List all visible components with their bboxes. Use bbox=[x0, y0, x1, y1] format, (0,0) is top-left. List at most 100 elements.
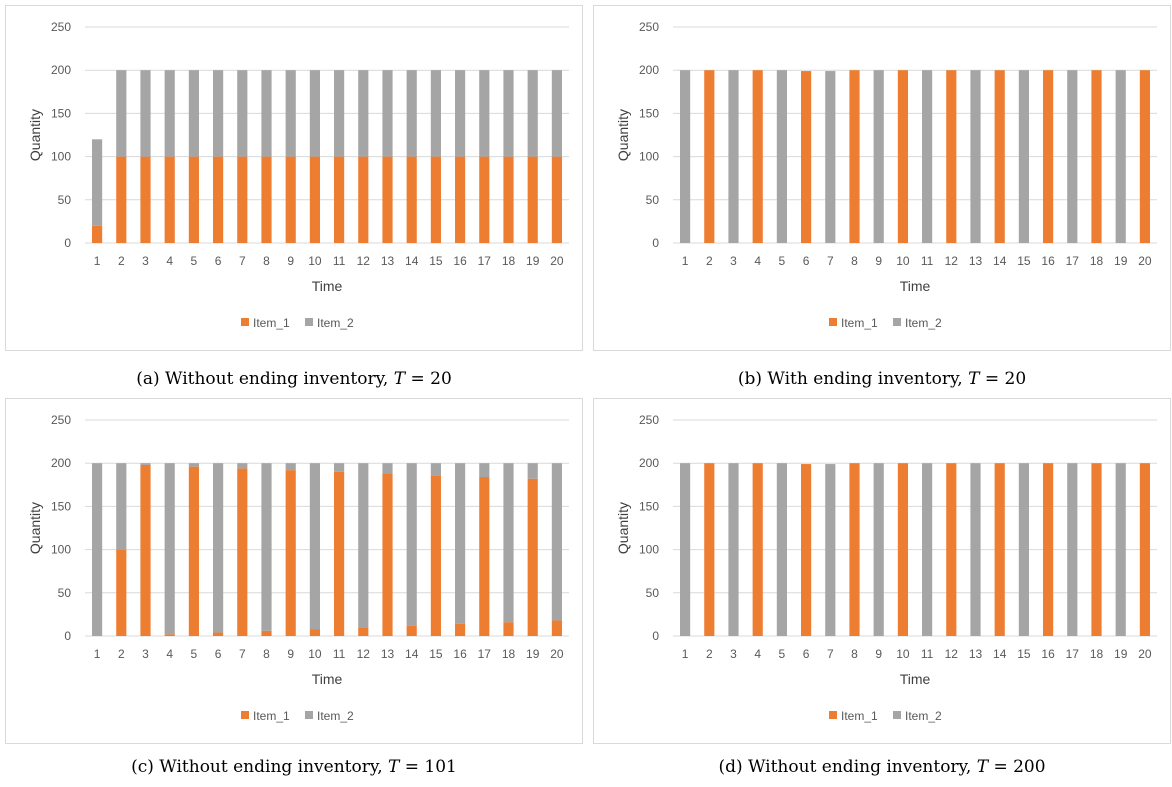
y-tick-label: 0 bbox=[652, 629, 659, 643]
y-tick-label: 50 bbox=[646, 193, 660, 207]
y-tick-label: 200 bbox=[51, 456, 71, 470]
caption-variable: T bbox=[393, 369, 406, 389]
legend-swatch bbox=[829, 711, 837, 719]
bar-item-1 bbox=[309, 156, 320, 243]
bar-item-2 bbox=[334, 70, 345, 157]
caption-value: = 200 bbox=[988, 757, 1046, 777]
bar-item-1 bbox=[752, 70, 763, 243]
x-tick-label: 10 bbox=[308, 254, 322, 268]
caption-variable: T bbox=[968, 369, 980, 389]
x-axis-title: Time bbox=[900, 278, 931, 294]
bar-item-1 bbox=[752, 463, 763, 636]
bar-item-1 bbox=[140, 464, 151, 636]
x-tick-label: 15 bbox=[429, 647, 443, 661]
x-tick-label: 2 bbox=[706, 647, 713, 661]
x-tick-label: 20 bbox=[550, 647, 564, 661]
bar-item-2 bbox=[551, 463, 562, 621]
x-tick-label: 4 bbox=[166, 647, 173, 661]
bar-item-1 bbox=[551, 620, 562, 636]
x-tick-label: 5 bbox=[779, 254, 786, 268]
y-tick-label: 200 bbox=[639, 63, 659, 77]
x-tick-label: 17 bbox=[1066, 647, 1080, 661]
x-tick-label: 11 bbox=[333, 647, 346, 661]
x-tick-label: 19 bbox=[1114, 254, 1128, 268]
bar-item-1 bbox=[849, 70, 860, 243]
caption-variable: T bbox=[976, 757, 989, 777]
chart-panel-a: 0 50 100 150 200 250 1 2 3 4 5 6 7 8 9 10 11 12 13 14 15 16 17… bbox=[5, 5, 583, 390]
y-tick-label: 150 bbox=[51, 499, 71, 513]
bar-item-2 bbox=[922, 463, 933, 636]
caption-value: = 20 bbox=[405, 369, 452, 389]
bar-item-1 bbox=[309, 629, 320, 636]
bar-item-1 bbox=[188, 466, 199, 636]
bar-item-2 bbox=[430, 463, 441, 476]
legend-label: Item_1 bbox=[841, 316, 878, 330]
bar-item-2 bbox=[285, 463, 296, 471]
legend-swatch bbox=[829, 318, 837, 326]
bar-item-2 bbox=[164, 70, 175, 157]
x-tick-label: 16 bbox=[453, 254, 467, 268]
x-tick-label: 1 bbox=[94, 647, 101, 661]
x-tick-label: 16 bbox=[453, 647, 467, 661]
bar-item-1 bbox=[188, 156, 199, 243]
bar-item-1 bbox=[1091, 463, 1102, 636]
x-tick-label: 8 bbox=[263, 647, 270, 661]
bar-item-1 bbox=[213, 632, 224, 636]
bar-item-1 bbox=[527, 156, 538, 243]
x-tick-label: 4 bbox=[166, 254, 173, 268]
bar-item-1 bbox=[1139, 70, 1150, 243]
bar-item-2 bbox=[406, 463, 417, 626]
y-tick-label: 50 bbox=[646, 586, 660, 600]
bar-item-2 bbox=[358, 463, 369, 628]
x-tick-label: 14 bbox=[993, 254, 1007, 268]
x-tick-label: 13 bbox=[969, 254, 983, 268]
x-tick-label: 18 bbox=[502, 647, 516, 661]
bar-item-2 bbox=[479, 463, 490, 478]
y-axis-title: Quantity bbox=[615, 502, 631, 554]
y-tick-label: 150 bbox=[639, 106, 659, 120]
bar-item-2 bbox=[334, 463, 345, 472]
legend-label: Item_2 bbox=[905, 316, 942, 330]
bar-item-1 bbox=[116, 156, 127, 243]
bar-item-1 bbox=[849, 463, 860, 636]
bar-item-1 bbox=[527, 478, 538, 636]
x-tick-label: 16 bbox=[1041, 647, 1055, 661]
bar-item-1 bbox=[140, 156, 151, 243]
x-tick-label: 14 bbox=[405, 647, 419, 661]
x-tick-label: 5 bbox=[779, 647, 786, 661]
x-tick-label: 11 bbox=[921, 647, 934, 661]
x-tick-label: 14 bbox=[993, 647, 1007, 661]
bar-item-1 bbox=[237, 156, 248, 243]
y-tick-label: 100 bbox=[639, 543, 659, 557]
bar-item-2 bbox=[285, 70, 296, 157]
bar-item-1 bbox=[334, 156, 345, 243]
bar-item-2 bbox=[503, 70, 514, 157]
bar-item-1 bbox=[1139, 463, 1150, 636]
bar-item-1 bbox=[946, 463, 957, 636]
bar-item-1 bbox=[261, 156, 272, 243]
x-tick-label: 19 bbox=[526, 254, 540, 268]
bar-item-1 bbox=[479, 477, 490, 636]
bar-item-1 bbox=[285, 470, 296, 636]
bar-item-1 bbox=[261, 630, 272, 636]
bar-item-1 bbox=[164, 634, 175, 636]
caption-text: (b) With ending inventory, bbox=[737, 369, 969, 389]
bar-item-1 bbox=[455, 156, 466, 243]
figure-caption: (d) Without ending inventory, T = 200 bbox=[593, 757, 1171, 777]
x-tick-label: 13 bbox=[381, 647, 395, 661]
chart-panel-c: 0 50 100 150 200 250 1 2 3 4 5 6 7 8 9 10 11 12 13 14 15 16 17… bbox=[5, 398, 583, 783]
x-tick-label: 19 bbox=[526, 647, 540, 661]
bar-item-1 bbox=[285, 156, 296, 243]
x-tick-label: 2 bbox=[118, 254, 125, 268]
x-tick-label: 2 bbox=[118, 647, 125, 661]
caption-text: (a) Without ending inventory, bbox=[136, 369, 394, 389]
y-axis-title: Quantity bbox=[27, 109, 43, 161]
caption-variable: T bbox=[388, 757, 400, 777]
bar-item-1 bbox=[406, 625, 417, 636]
bar-item-2 bbox=[140, 463, 151, 465]
legend-label: Item_1 bbox=[253, 709, 290, 723]
